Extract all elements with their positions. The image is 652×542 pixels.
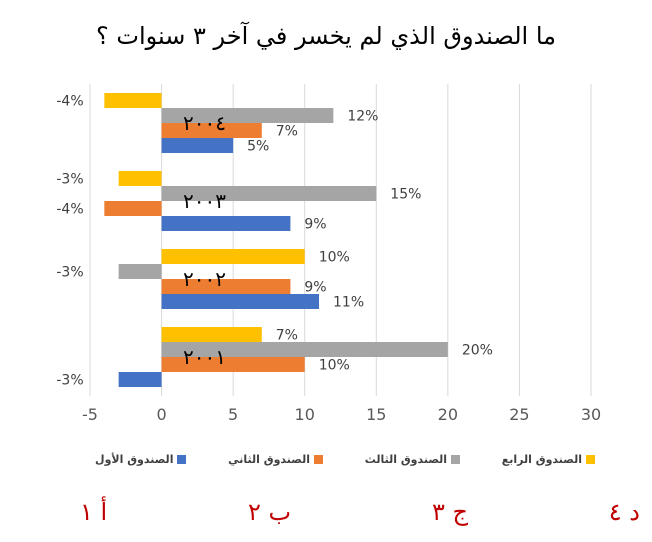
bar-3-1 [161,123,262,138]
bar-3-0 [161,138,234,153]
bar-2-3 [118,171,162,186]
category-label-3: ٢٠٠٤ [183,111,226,135]
answer-options: أ ١ ب ٢ ج ٣ د ٤ [80,498,640,526]
bar-3-2 [161,108,334,123]
data-label-1-0: 11% [333,295,364,311]
category-label-0: ٢٠٠١ [183,345,226,369]
data-label-2-0: 9% [304,217,326,233]
x-tick-label-4: 15 [366,405,386,424]
data-label-0-1: 10% [319,358,350,374]
data-label-3-3: -4% [56,94,83,110]
data-label-1-1: 9% [304,280,326,296]
answer-option-a[interactable]: أ ١ [80,498,108,526]
answer-option-c[interactable]: ج ٣ [431,498,468,526]
legend-item-fund-3: الصندوق الثالث [364,453,461,466]
x-tick-label-7: 30 [581,405,601,424]
bar-2-1 [104,201,162,216]
data-label-0-2: 20% [462,343,493,359]
data-label-1-2: -3% [56,265,83,281]
chart-title: ما الصندوق الذي لم يخسر في آخر ٣ سنوات ؟ [95,22,556,50]
data-label-2-1: -4% [56,202,83,218]
data-label-1-3: 10% [319,250,350,266]
bar-0-1 [161,357,305,372]
legend-swatch-fund-2 [314,455,324,464]
x-tick-label-0: -5 [82,405,98,424]
legend-label-fund-1: الصندوق الأول [95,453,174,466]
legend-label-fund-4: الصندوق الرابع [501,453,582,466]
category-label-2: ٢٠٠٣ [183,189,226,213]
answer-option-d[interactable]: د ٤ [608,498,640,526]
answer-option-b[interactable]: ب ٢ [248,498,292,526]
data-label-0-0: -3% [56,373,83,389]
x-tick-label-1: 0 [156,405,166,424]
legend-swatch-fund-1 [177,455,187,464]
x-tick-label-6: 25 [509,405,529,424]
data-label-3-1: 7% [276,124,298,140]
chart-legend: الصندوق الأول الصندوق الثاني الصندوق الث… [95,453,595,466]
x-tick-label-5: 20 [438,405,458,424]
bar-1-0 [161,294,320,309]
bar-1-2 [118,264,162,279]
bar-1-3 [161,249,305,264]
data-label-3-0: 5% [247,139,269,155]
legend-swatch-fund-4 [586,455,595,464]
data-label-0-3: 7% [276,328,298,344]
legend-swatch-fund-3 [451,455,461,464]
category-label-1: ٢٠٠٢ [183,267,226,291]
legend-item-fund-2: الصندوق الثاني [228,453,324,466]
legend-label-fund-2: الصندوق الثاني [228,453,311,466]
legend-item-fund-1: الصندوق الأول [95,453,187,466]
data-label-2-2: 15% [390,187,421,203]
bar-2-0 [161,216,291,231]
bar-3-3 [104,93,162,108]
bar-0-2 [161,342,448,357]
data-label-3-2: 12% [347,109,378,125]
x-tick-label-3: 10 [295,405,315,424]
bar-0-0 [118,372,162,387]
x-tick-label-2: 5 [228,405,238,424]
bar-1-1 [161,279,291,294]
bar-0-3 [161,327,262,342]
data-label-2-3: -3% [56,172,83,188]
legend-label-fund-3: الصندوق الثالث [364,453,448,466]
chart-plot: -5 0 5 10 15 20 25 30 -3% 10% 20% 7% ٢٠٠١ 11% 9% -3% 10%… [56,84,601,424]
legend-item-fund-4: الصندوق الرابع [502,453,595,466]
bar-2-2 [161,186,377,201]
